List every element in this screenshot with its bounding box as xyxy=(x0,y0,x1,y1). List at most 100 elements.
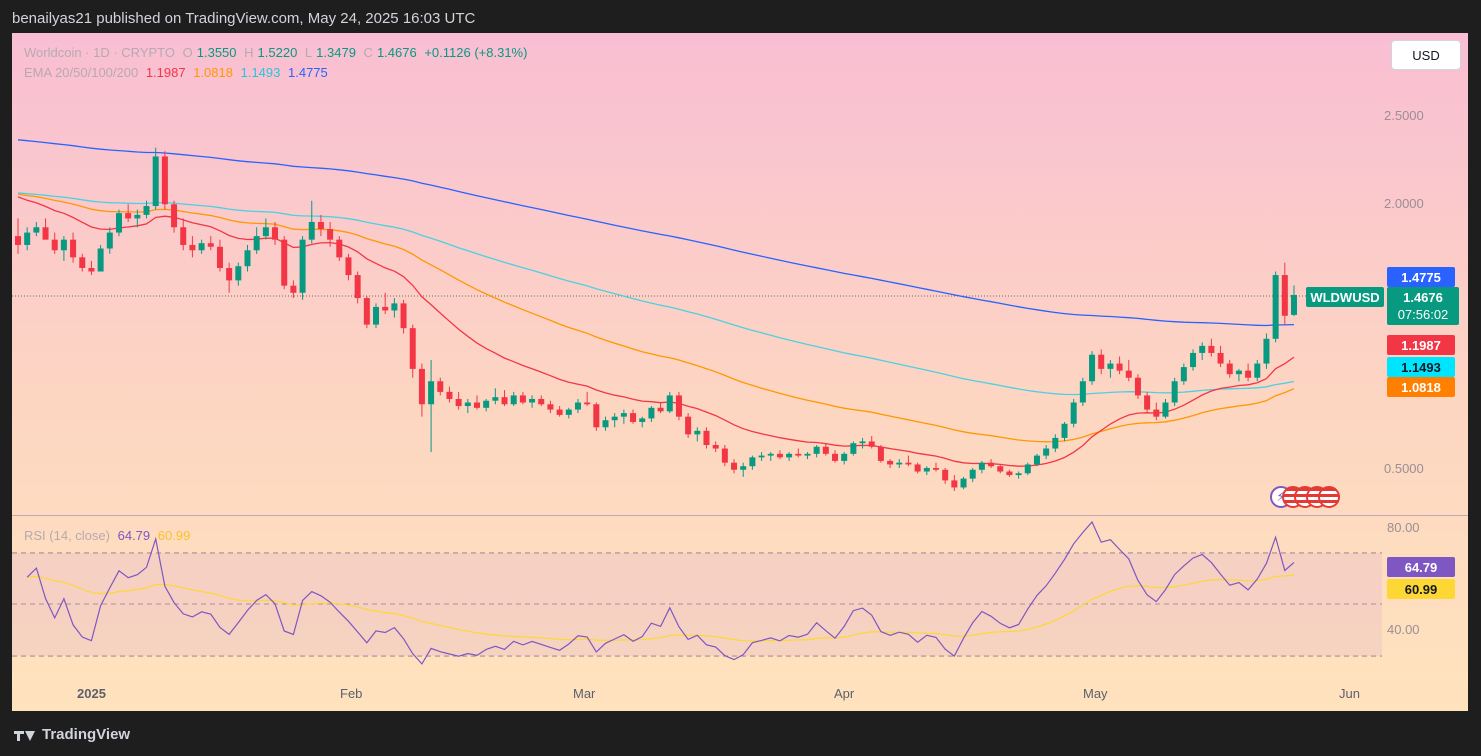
candle-body xyxy=(363,298,370,325)
candle-body xyxy=(1070,402,1077,424)
candle-body xyxy=(1217,352,1224,364)
candle-body xyxy=(721,448,728,463)
candle-body xyxy=(1043,448,1050,456)
ema50-value: 1.0818 xyxy=(193,65,233,80)
ema100-value: 1.1493 xyxy=(240,65,281,80)
candle-body xyxy=(923,467,930,472)
candle-body xyxy=(1171,381,1178,403)
footer-brand[interactable]: TradingView xyxy=(14,726,130,743)
candle-body xyxy=(152,156,159,207)
candle-body xyxy=(24,232,31,245)
candle-body xyxy=(327,229,334,240)
ema-label: EMA 20/50/100/200 xyxy=(24,65,139,80)
candle-body xyxy=(648,407,655,419)
candle-body xyxy=(88,267,95,272)
candle-body xyxy=(400,303,407,329)
candle-body xyxy=(1144,395,1151,410)
candle-body xyxy=(492,397,499,401)
candle-body xyxy=(1079,381,1086,403)
ema20-line xyxy=(17,196,1295,467)
candle-body xyxy=(749,457,756,467)
pane-divider[interactable] xyxy=(12,515,1468,516)
candle-body xyxy=(79,257,86,268)
candle-body xyxy=(290,285,297,293)
candle-body xyxy=(556,409,563,415)
candle-body xyxy=(15,236,21,245)
candle-body xyxy=(1015,473,1022,476)
price-tick-2-5: 2.5000 xyxy=(1384,108,1424,123)
candle-body xyxy=(731,462,738,470)
candle-body xyxy=(180,227,187,245)
candle-body xyxy=(877,446,884,461)
candle-body xyxy=(336,239,343,258)
candle-body xyxy=(125,213,132,219)
candle-body xyxy=(1235,370,1242,375)
candle-body xyxy=(1281,275,1288,316)
candle-body xyxy=(1116,363,1123,371)
low-label: L xyxy=(304,45,313,60)
candle-body xyxy=(216,246,223,268)
ema20-tag: 1.1987 xyxy=(1387,335,1455,355)
candle-body xyxy=(584,402,591,405)
chart-frame[interactable]: Worldcoin · 1D · CRYPTO O 1.3550 H 1.5220 … xyxy=(12,33,1468,711)
current-price-tag: 1.4676 07:56:02 xyxy=(1387,287,1459,325)
candle-body xyxy=(804,453,811,456)
us-flag-icon[interactable] xyxy=(1318,486,1340,508)
candle-body xyxy=(529,398,536,403)
candle-body xyxy=(501,397,508,405)
candle-body xyxy=(272,227,279,240)
ema100-tag: 1.1493 xyxy=(1387,357,1455,377)
candle-body xyxy=(1199,345,1206,353)
candle-body xyxy=(868,441,875,447)
ema-legend: EMA 20/50/100/200 1.1987 1.0818 1.1493 1… xyxy=(24,65,332,80)
candle-body xyxy=(134,214,141,219)
candle-body xyxy=(639,418,646,422)
candle-body xyxy=(1272,275,1279,339)
candle-body xyxy=(171,204,178,228)
candle-body xyxy=(960,478,967,488)
candle-body xyxy=(106,232,113,249)
candle-body xyxy=(602,420,609,428)
rsi-label: RSI (14, close) xyxy=(24,528,110,543)
candle-body xyxy=(942,469,949,481)
ohlc-legend: Worldcoin · 1D · CRYPTO O 1.3550 H 1.5220 … xyxy=(24,45,531,60)
candle-body xyxy=(795,453,802,456)
candle-body xyxy=(593,404,600,428)
ema200-value: 1.4775 xyxy=(288,65,328,80)
candle-body xyxy=(758,455,765,458)
candle-body xyxy=(198,243,205,251)
ema50-tag: 1.0818 xyxy=(1387,377,1455,397)
candle-body xyxy=(914,464,921,472)
candle-body xyxy=(896,462,903,465)
candle-body xyxy=(740,466,747,470)
rsi-ma-tag: 60.99 xyxy=(1387,579,1455,599)
ema50-line xyxy=(17,193,1295,443)
candle-body xyxy=(161,156,168,205)
time-tick-may: May xyxy=(1083,686,1108,701)
rsi-tag: 64.79 xyxy=(1387,557,1455,577)
candle-body xyxy=(565,409,572,415)
tradingview-logo-icon xyxy=(14,728,36,742)
candle-body xyxy=(988,462,995,467)
candle-body xyxy=(33,227,40,233)
chart-canvas[interactable] xyxy=(12,33,1468,711)
candle-body xyxy=(703,430,710,445)
candle-body xyxy=(813,446,820,454)
candle-body xyxy=(1033,455,1040,465)
close-label: C xyxy=(363,45,373,60)
candle-body xyxy=(1190,352,1197,368)
candle-body xyxy=(1061,423,1068,438)
candle-body xyxy=(483,400,490,408)
bar-countdown: 07:56:02 xyxy=(1397,307,1449,322)
candle-body xyxy=(226,267,233,281)
currency-button[interactable]: USD xyxy=(1391,40,1461,70)
open-label: O xyxy=(182,45,193,60)
candle-body xyxy=(850,443,857,454)
candle-body xyxy=(373,306,380,325)
candle-body xyxy=(409,328,416,369)
candle-body xyxy=(510,395,517,405)
event-icons[interactable]: ⚡ xyxy=(1270,486,1340,508)
candle-body xyxy=(317,221,324,230)
candle-body xyxy=(428,381,435,405)
candle-body xyxy=(666,395,673,412)
